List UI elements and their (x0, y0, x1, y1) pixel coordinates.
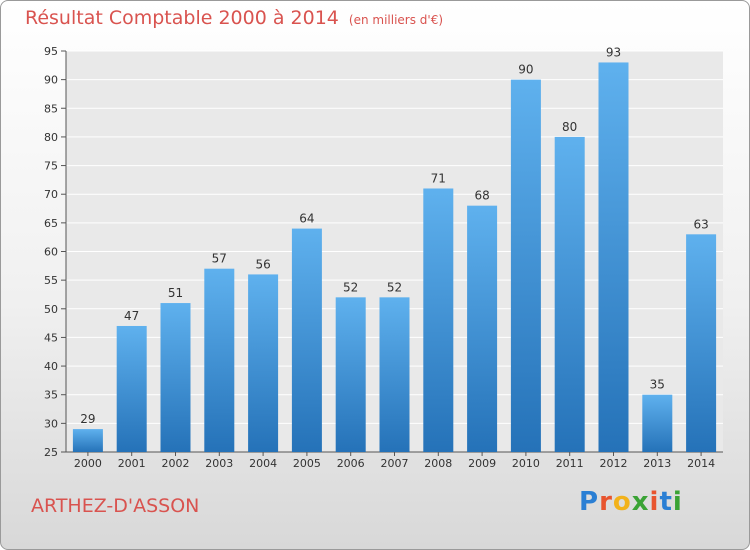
x-tick-label: 2001 (118, 457, 146, 470)
chart-title: Résultat Comptable 2000 à 2014 (en millie… (25, 7, 443, 29)
data-label: 29 (80, 412, 95, 426)
data-label: 52 (387, 280, 402, 294)
data-label: 71 (431, 171, 446, 185)
bar (379, 297, 410, 452)
y-tick-label: 45 (44, 331, 58, 344)
logo-letter: P (579, 487, 600, 517)
data-label: 47 (124, 309, 139, 323)
data-label: 90 (518, 63, 533, 77)
x-tick-label: 2007 (381, 457, 409, 470)
data-label: 57 (212, 252, 227, 266)
bar (554, 136, 585, 452)
data-label: 51 (168, 286, 183, 300)
data-label: 56 (255, 257, 270, 271)
bar (686, 234, 717, 452)
data-label: 63 (693, 217, 708, 231)
x-tick-label: 2014 (687, 457, 715, 470)
data-label: 68 (474, 189, 489, 203)
bar (72, 429, 103, 452)
y-tick-label: 50 (44, 303, 58, 316)
x-tick-label: 2000 (74, 457, 102, 470)
y-tick-label: 35 (44, 389, 58, 402)
bar (248, 274, 279, 452)
logo-letter: i (672, 487, 683, 517)
data-label: 80 (562, 120, 577, 134)
proxiti-logo: Proxiti (579, 487, 683, 517)
x-tick-label: 2008 (424, 457, 452, 470)
x-tick-label: 2011 (556, 457, 584, 470)
x-tick-label: 2009 (468, 457, 496, 470)
bar (510, 79, 541, 453)
logo-letter: i (649, 487, 660, 517)
y-tick-label: 55 (44, 274, 58, 287)
chart-title-text: Résultat Comptable 2000 à 2014 (25, 7, 339, 29)
x-tick-label: 2004 (249, 457, 277, 470)
y-tick-label: 60 (44, 246, 58, 259)
bar (291, 228, 322, 452)
x-tick-label: 2005 (293, 457, 321, 470)
x-tick-label: 2012 (600, 457, 628, 470)
bar (642, 394, 673, 452)
data-label: 35 (650, 378, 665, 392)
logo-letter: x (631, 487, 650, 517)
y-tick-label: 90 (44, 74, 58, 87)
y-tick-label: 40 (44, 360, 58, 373)
x-tick-label: 2002 (162, 457, 190, 470)
data-label: 64 (299, 212, 314, 226)
x-tick-label: 2013 (643, 457, 671, 470)
y-tick-label: 30 (44, 417, 58, 430)
logo-letter: o (612, 487, 632, 517)
bar (204, 268, 235, 452)
y-tick-label: 65 (44, 217, 58, 230)
y-tick-label: 80 (44, 131, 58, 144)
y-tick-label: 70 (44, 188, 58, 201)
bar (160, 303, 191, 452)
bar (423, 188, 454, 452)
y-tick-label: 85 (44, 102, 58, 115)
logo-letter: t (659, 487, 673, 517)
bar (598, 62, 629, 452)
y-tick-label: 95 (44, 45, 58, 58)
bar (467, 205, 498, 452)
bar (335, 297, 366, 452)
y-tick-label: 75 (44, 160, 58, 173)
chart-subtitle: (en milliers d'€) (348, 13, 444, 27)
data-label: 52 (343, 280, 358, 294)
logo-letter: r (599, 487, 613, 517)
location-label: ARTHEZ-D'ASSON (31, 495, 200, 517)
y-tick-label: 25 (44, 446, 58, 459)
x-tick-label: 2006 (337, 457, 365, 470)
bar (116, 325, 147, 452)
x-tick-label: 2003 (205, 457, 233, 470)
data-label: 93 (606, 45, 621, 59)
x-tick-label: 2010 (512, 457, 540, 470)
